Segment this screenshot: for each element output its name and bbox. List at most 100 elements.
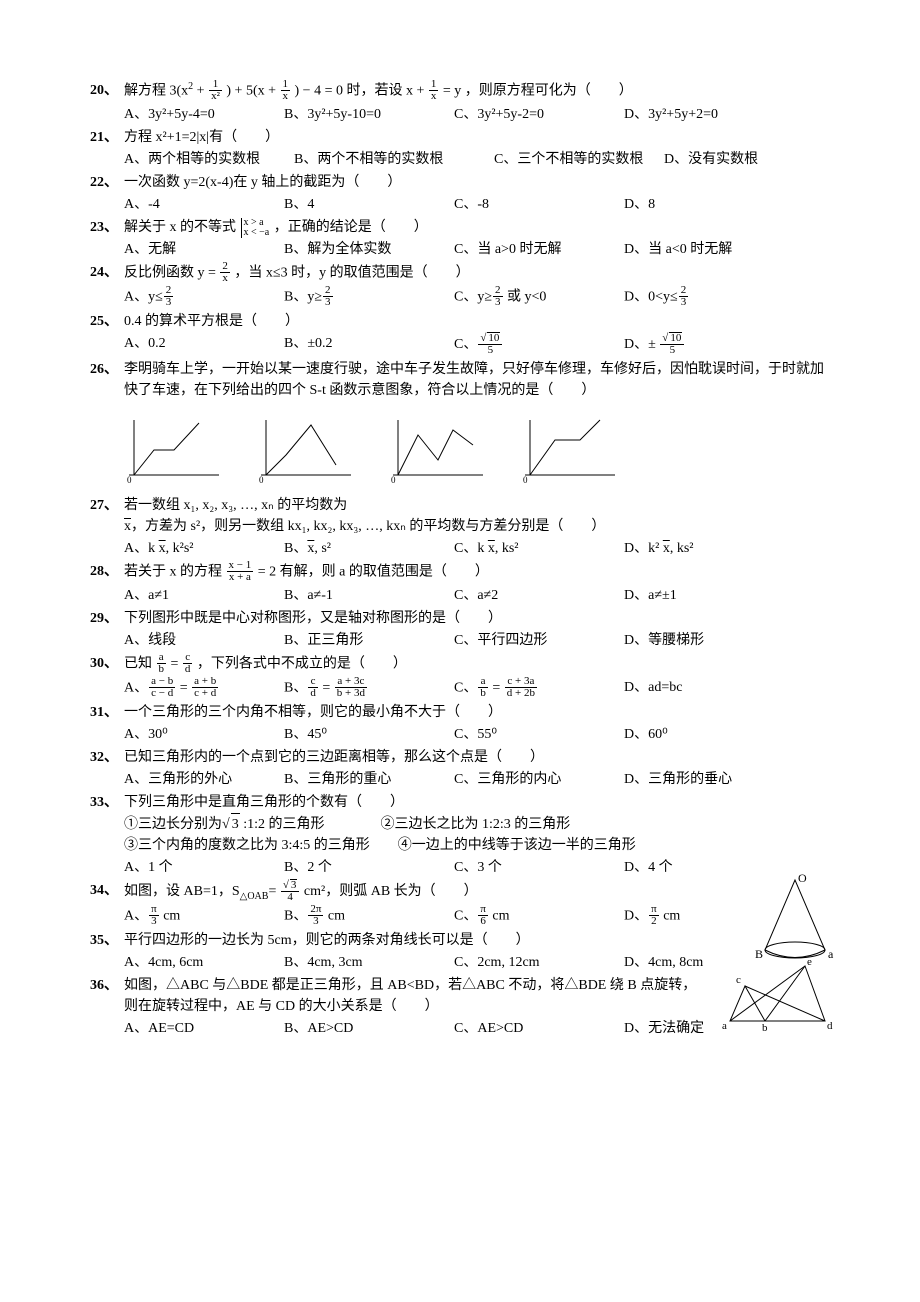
- opt-B[interactable]: B、y≥23: [284, 286, 454, 309]
- q-stem: 平行四边形的一边长为 5cm，则它的两条对角线长可以是（ ）: [124, 930, 830, 951]
- opt-D[interactable]: D、等腰梯形: [624, 630, 704, 651]
- q-num: 26、: [90, 359, 124, 401]
- opt-C[interactable]: C、55⁰: [454, 724, 624, 745]
- q-num: 36、: [90, 975, 124, 1017]
- q-stem: 0.4 的算术平方根是（ ）: [124, 311, 830, 332]
- q-num: 34、: [90, 880, 124, 904]
- opt-C[interactable]: C、√105: [454, 333, 624, 357]
- opt-A[interactable]: A、k x, k²s²: [124, 538, 284, 559]
- svg-text:0: 0: [259, 475, 264, 485]
- q-stem: 下列三角形中是直角三角形的个数有（ ）: [124, 792, 830, 813]
- question-32: 32、 已知三角形内的一个点到它的三边距离相等，那么这个点是（ ） A、三角形的…: [90, 747, 830, 790]
- q-num: 31、: [90, 702, 124, 723]
- opt-B[interactable]: B、2π3 cm: [284, 905, 454, 928]
- opt-B[interactable]: B、45⁰: [284, 724, 454, 745]
- question-28: 28、 若关于 x 的方程 x − 1x + a = 2 有解，则 a 的取值范…: [90, 561, 830, 606]
- question-25: 25、 0.4 的算术平方根是（ ） A、0.2 B、±0.2 C、√105 D…: [90, 311, 830, 357]
- opt-A[interactable]: A、AE=CD: [124, 1018, 284, 1039]
- opt-A[interactable]: A、π3 cm: [124, 905, 284, 928]
- opt-A[interactable]: A、-4: [124, 194, 284, 215]
- graph-A[interactable]: 0: [124, 415, 224, 485]
- opt-D[interactable]: D、4 个: [624, 857, 673, 878]
- opt-D[interactable]: D、没有实数根: [664, 149, 758, 170]
- opt-B[interactable]: B、解为全体实数: [284, 239, 454, 260]
- graph-C[interactable]: 0: [388, 415, 488, 485]
- question-34: O B a 34、 如图，设 AB=1，S△OAB= √34 cm²，则弧 AB…: [90, 880, 830, 928]
- opt-D[interactable]: D、4cm, 8cm: [624, 952, 703, 973]
- opt-D[interactable]: D、三角形的垂心: [624, 769, 732, 790]
- opt-A[interactable]: A、两个相等的实数根: [124, 149, 294, 170]
- opt-D[interactable]: D、ad=bc: [624, 677, 682, 700]
- opt-D[interactable]: D、60⁰: [624, 724, 668, 745]
- svg-text:a: a: [722, 1020, 727, 1032]
- opt-B[interactable]: B、正三角形: [284, 630, 454, 651]
- opt-A[interactable]: A、3y²+5y-4=0: [124, 104, 284, 125]
- question-26: 26、 李明骑车上学，一开始以某一速度行驶，途中车子发生故障，只好停车修理，车修…: [90, 359, 830, 485]
- opt-B[interactable]: B、3y²+5y-10=0: [284, 104, 454, 125]
- opt-B[interactable]: B、两个不相等的实数根: [294, 149, 494, 170]
- opt-C[interactable]: C、2cm, 12cm: [454, 952, 624, 973]
- q-stem: 反比例函数 y = 2x ，当 x≤3 时，y 的取值范围是（ ）: [124, 262, 830, 285]
- svg-text:0: 0: [127, 475, 132, 485]
- q-stem: 一个三角形的三个内角不相等，则它的最小角不大于（ ）: [124, 702, 830, 723]
- question-31: 31、 一个三角形的三个内角不相等，则它的最小角不大于（ ） A、30⁰ B、4…: [90, 702, 830, 745]
- opt-D[interactable]: D、π2 cm: [624, 905, 680, 928]
- opt-B[interactable]: B、±0.2: [284, 333, 454, 357]
- opt-C[interactable]: C、3 个: [454, 857, 624, 878]
- opt-B[interactable]: B、a≠-1: [284, 585, 454, 606]
- graph-D[interactable]: 0: [520, 415, 620, 485]
- question-23: 23、 解关于 x 的不等式 x > ax < −a ，正确的结论是（ ） A、…: [90, 217, 830, 260]
- opt-C[interactable]: C、平行四边形: [454, 630, 624, 651]
- opt-D[interactable]: D、无法确定: [624, 1018, 704, 1039]
- opt-A[interactable]: A、4cm, 6cm: [124, 952, 284, 973]
- opt-C[interactable]: C、k x, ks²: [454, 538, 624, 559]
- opt-D[interactable]: D、0<y≤23: [624, 286, 689, 309]
- opt-C[interactable]: C、-8: [454, 194, 624, 215]
- graph-B[interactable]: 0: [256, 415, 356, 485]
- opt-A[interactable]: A、0.2: [124, 333, 284, 357]
- opt-A[interactable]: A、1 个: [124, 857, 284, 878]
- opt-D[interactable]: D、8: [624, 194, 655, 215]
- question-24: 24、 反比例函数 y = 2x ，当 x≤3 时，y 的取值范围是（ ） A、…: [90, 262, 830, 309]
- opt-A[interactable]: A、a≠1: [124, 585, 284, 606]
- opt-D[interactable]: D、± √105: [624, 333, 685, 357]
- svg-text:0: 0: [523, 475, 528, 485]
- opt-A[interactable]: A、y≤23: [124, 286, 284, 309]
- graph-options: 0 0 0 0: [90, 415, 830, 485]
- opt-B[interactable]: B、2 个: [284, 857, 454, 878]
- opt-B[interactable]: B、AE>CD: [284, 1018, 454, 1039]
- opt-C[interactable]: C、AE>CD: [454, 1018, 624, 1039]
- opt-A[interactable]: A、无解: [124, 239, 284, 260]
- opt-A[interactable]: A、30⁰: [124, 724, 284, 745]
- opt-D[interactable]: D、a≠±1: [624, 585, 677, 606]
- opt-B[interactable]: B、三角形的重心: [284, 769, 454, 790]
- question-36: a b c d e 36、 如图，△ABC 与△BDE 都是正三角形，且 AB<…: [90, 975, 830, 1039]
- q-stem: 已知三角形内的一个点到它的三边距离相等，那么这个点是（ ）: [124, 747, 830, 768]
- opt-B[interactable]: B、x, s²: [284, 538, 454, 559]
- opt-A[interactable]: A、a − bc − d = a + bc + d: [124, 677, 284, 700]
- q-stem: 下列图形中既是中心对称图形，又是轴对称图形的是（ ）: [124, 608, 830, 629]
- opt-C[interactable]: C、π6 cm: [454, 905, 624, 928]
- opt-D[interactable]: D、k² x, ks²: [624, 538, 693, 559]
- opt-A[interactable]: A、三角形的外心: [124, 769, 284, 790]
- q-stem: 一次函数 y=2(x-4)在 y 轴上的截距为（ ）: [124, 172, 830, 193]
- opt-C[interactable]: C、ab = c + 3ad + 2b: [454, 677, 624, 700]
- opt-D[interactable]: D、3y²+5y+2=0: [624, 104, 718, 125]
- opt-C[interactable]: C、y≥23 或 y<0: [454, 286, 624, 309]
- opt-C[interactable]: C、三角形的内心: [454, 769, 624, 790]
- q-num: 23、: [90, 217, 124, 238]
- q-stem: 李明骑车上学，一开始以某一速度行驶，途中车子发生故障，只好停车修理，车修好后，因…: [124, 359, 830, 401]
- opt-C[interactable]: C、a≠2: [454, 585, 624, 606]
- opt-B[interactable]: B、4cm, 3cm: [284, 952, 454, 973]
- q-num: 22、: [90, 172, 124, 193]
- svg-text:b: b: [762, 1022, 768, 1034]
- opt-B[interactable]: B、4: [284, 194, 454, 215]
- opt-C[interactable]: C、3y²+5y-2=0: [454, 104, 624, 125]
- q-stem: 方程 x²+1=2|x|有（ ）: [124, 127, 830, 148]
- opt-C[interactable]: C、当 a>0 时无解: [454, 239, 624, 260]
- opt-C[interactable]: C、三个不相等的实数根: [494, 149, 664, 170]
- q-stem: 如图，设 AB=1，S△OAB= √34 cm²，则弧 AB 长为（ ）: [124, 880, 830, 904]
- opt-B[interactable]: B、cd = a + 3cb + 3d: [284, 677, 454, 700]
- opt-A[interactable]: A、线段: [124, 630, 284, 651]
- opt-D[interactable]: D、当 a<0 时无解: [624, 239, 732, 260]
